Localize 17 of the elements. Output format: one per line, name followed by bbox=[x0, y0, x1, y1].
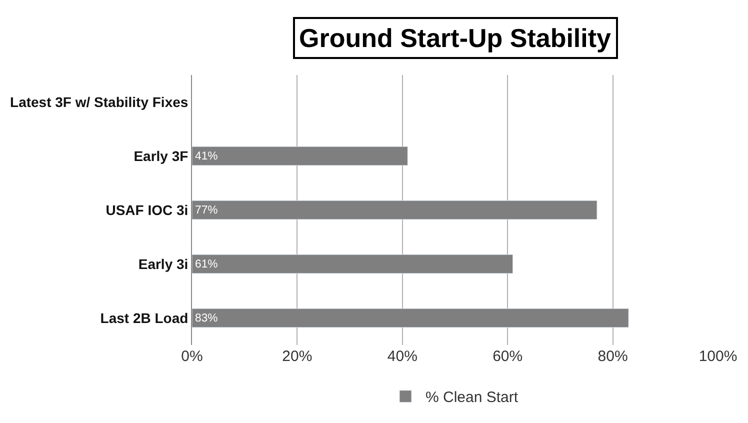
x-tick-label: 40% bbox=[387, 348, 418, 365]
y-tick-label: Last 2B Load bbox=[100, 310, 188, 326]
chart-title: Ground Start-Up Stability bbox=[299, 23, 612, 53]
data-label: 77% bbox=[195, 204, 218, 216]
x-tick-label: 80% bbox=[598, 348, 628, 365]
x-tick-label: 100% bbox=[698, 348, 738, 365]
x-tick-label: 20% bbox=[282, 348, 312, 365]
y-tick-label: Early 3i bbox=[138, 256, 188, 272]
data-label: 83% bbox=[195, 312, 218, 324]
y-tick-label: Latest 3F w/ Stability Fixes bbox=[10, 94, 188, 110]
data-label: 41% bbox=[195, 150, 218, 162]
y-tick-label: Early 3F bbox=[134, 148, 189, 164]
data-label: 61% bbox=[195, 258, 218, 270]
x-tick-label: 0% bbox=[181, 348, 203, 365]
legend-label: % Clean Start bbox=[426, 389, 519, 406]
x-tick-label: 60% bbox=[492, 348, 523, 365]
y-tick-label: USAF IOC 3i bbox=[106, 202, 188, 218]
